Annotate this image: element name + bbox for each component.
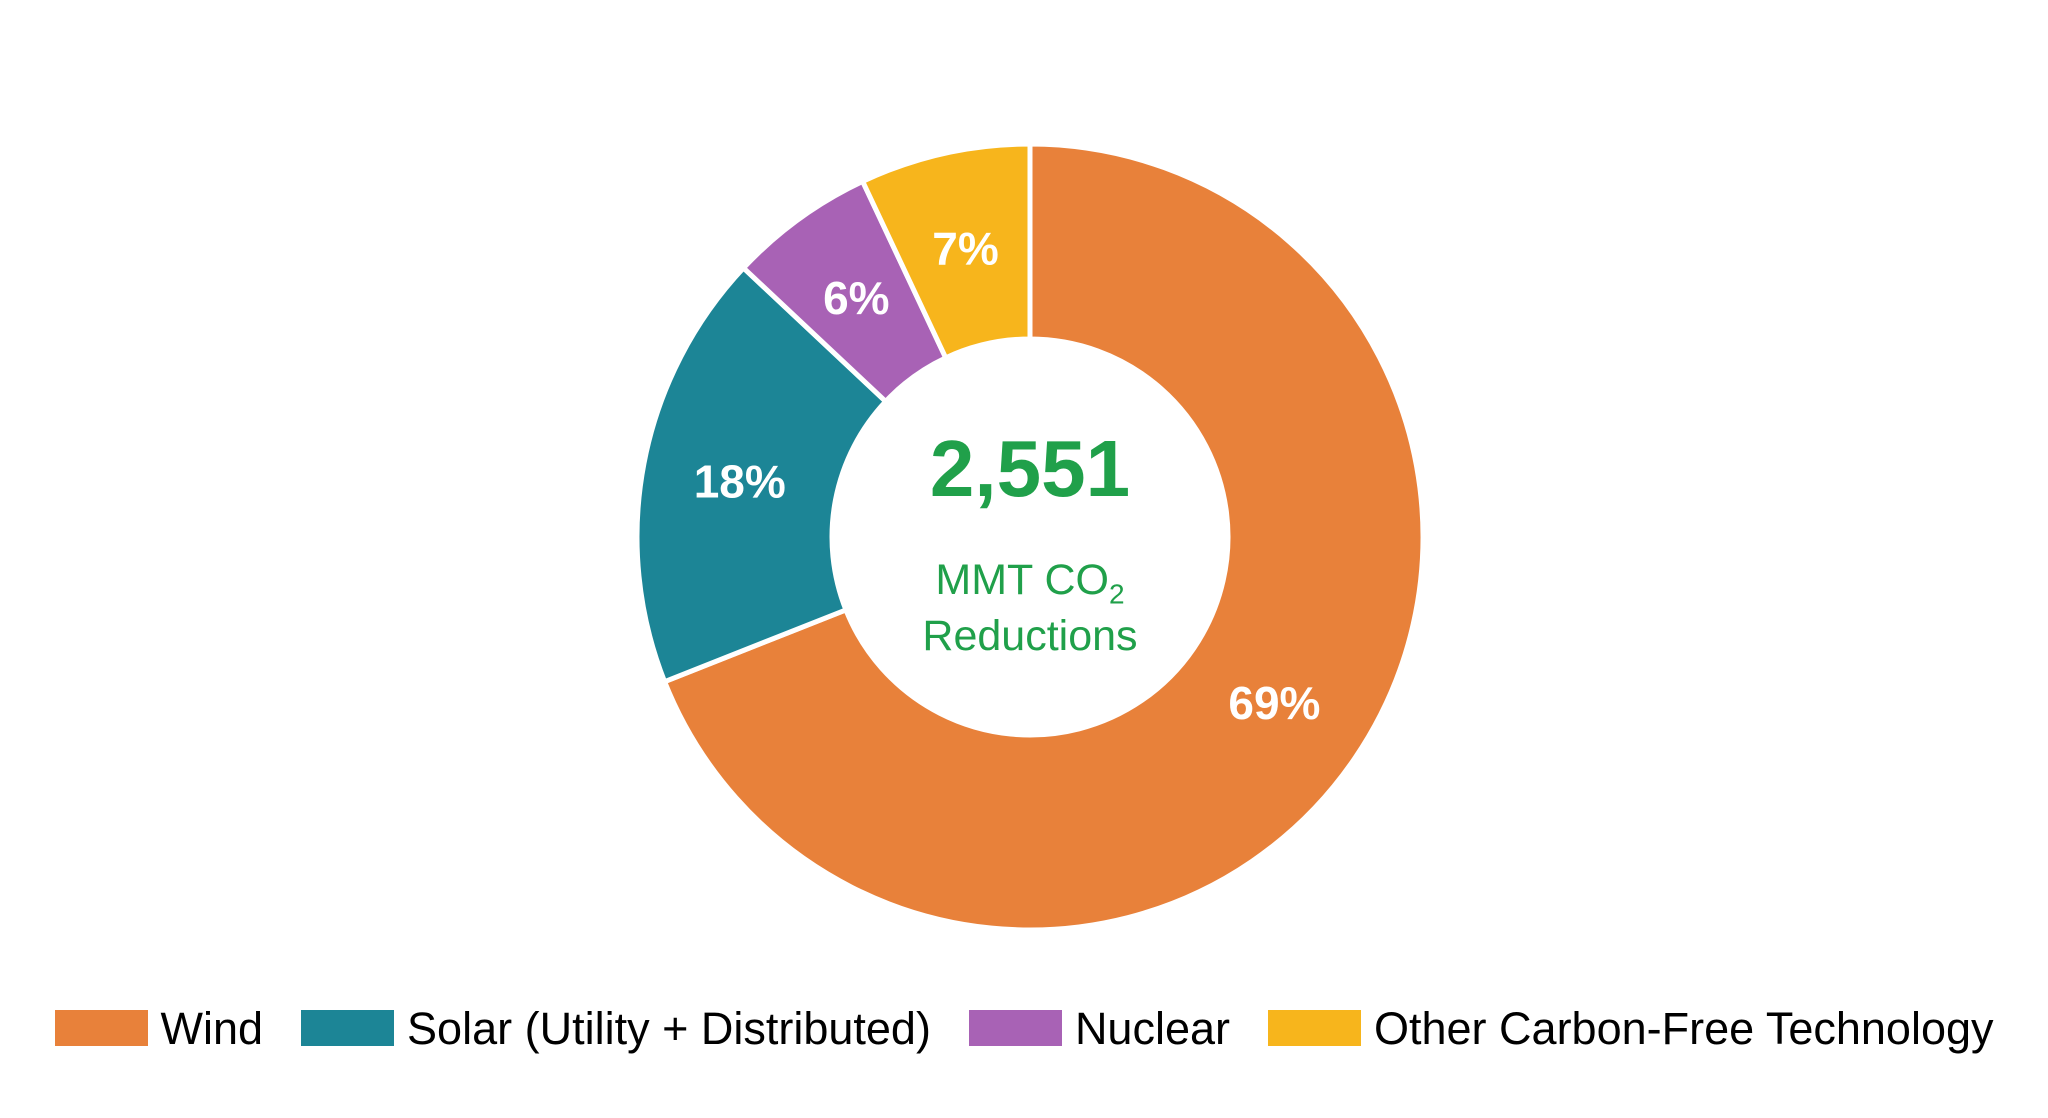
slice-label-other-carbon-free-technology: 7%	[932, 223, 998, 275]
legend-item-other-carbon-free-technology: Other Carbon-Free Technology	[1268, 1006, 1994, 1051]
legend-swatch-other-carbon-free-technology	[1268, 1010, 1361, 1046]
slice-label-wind: 69%	[1228, 677, 1320, 729]
legend-label-nuclear: Nuclear	[1074, 1002, 1230, 1054]
legend-item-wind: Wind	[54, 1002, 264, 1054]
legend-label-other-carbon-free-technology: Other Carbon-Free Technology	[1374, 1002, 1994, 1054]
donut-slice-other-carbon-free-technology	[859, 141, 1033, 362]
legend-swatch-solar-utility-distributed	[301, 1010, 395, 1046]
donut-slice-solar-utility-distributed	[634, 264, 890, 685]
donut-slice-wind	[661, 141, 1426, 933]
legend-label-solar-utility-distributed: Solar (Utility + Distributed)	[407, 1002, 931, 1054]
chart-legend: Wind Solar (Utility + Distributed) Nuclear…	[0, 998, 2048, 1058]
legend-item-nuclear: Nuclear	[968, 1002, 1230, 1054]
legend-item-solar-utility-distributed: Solar (Utility + Distributed)	[301, 1006, 931, 1051]
slice-label-solar-utility-distributed: 18%	[694, 456, 786, 508]
legend-label-wind: Wind	[160, 1002, 264, 1054]
legend-swatch-nuclear	[968, 1010, 1062, 1046]
slice-label-nuclear: 6%	[823, 272, 889, 324]
legend-swatch-wind	[54, 1010, 148, 1046]
